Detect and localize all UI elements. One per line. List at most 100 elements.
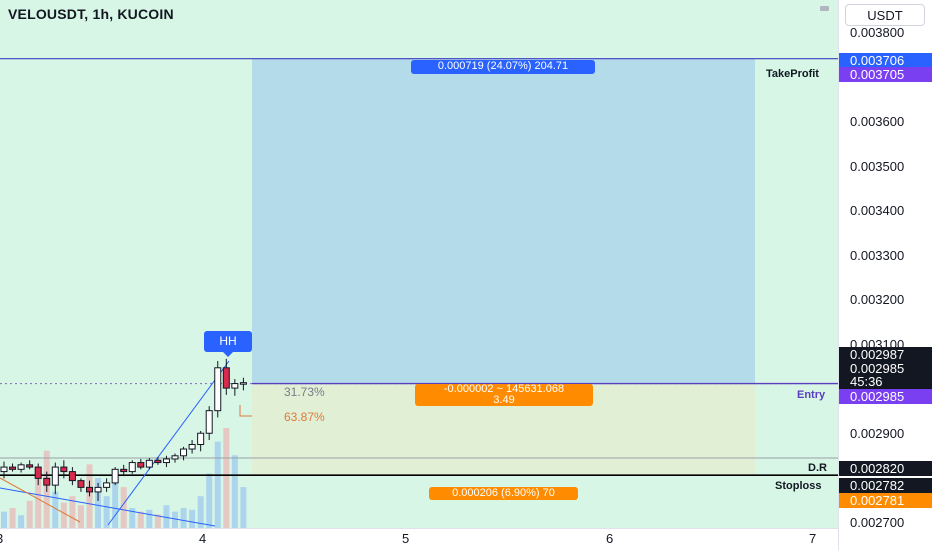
volume-bar [214, 441, 221, 528]
volume-bar [18, 515, 25, 528]
candle-body [231, 383, 239, 389]
entry-price-tag: 0.002985 [839, 389, 932, 404]
candle-body [111, 468, 119, 484]
x-tick-label: 7 [809, 531, 817, 546]
volume-bar [26, 500, 33, 528]
y-tick-label: 0.003200 [850, 292, 905, 307]
x-tick-label: 3 [0, 531, 3, 546]
candle-body [60, 466, 68, 473]
entry-pill-line2: 3.49 [493, 394, 515, 406]
volume-bar [9, 508, 16, 528]
y-tick-label: 0.003400 [850, 203, 905, 218]
candle-body [197, 432, 205, 446]
candle-body [128, 462, 136, 473]
takeprofit-line-label: TakeProfit [766, 68, 819, 80]
y-tick-label: 0.002700 [850, 515, 905, 530]
volume-bar [77, 505, 84, 528]
volume-bar [163, 505, 170, 528]
volume-bar [206, 473, 213, 528]
candle-body [51, 466, 59, 486]
volume-bar [60, 502, 67, 528]
blue-price-tag: 0.003706 [839, 53, 932, 68]
volume-bar [35, 473, 42, 528]
candle-body [214, 367, 222, 412]
current-price-tag: 0.002985 [839, 361, 932, 376]
price-axis[interactable]: USDT [838, 0, 932, 550]
fib-down-label: 63.87% [284, 410, 325, 424]
takeprofit-price-tag: 0.003705 [839, 67, 932, 82]
fib-line [0, 477, 81, 523]
profit-zone [252, 58, 755, 384]
target-pill: 0.000719 (24.07%) 204.71 [411, 60, 595, 74]
stop-pill: 0.000206 (6.90%) 70 [429, 487, 578, 500]
last-price-tag: 0.002987 [839, 347, 932, 362]
volume-bar [197, 496, 204, 528]
candle-body [180, 448, 188, 457]
volume-bar [180, 508, 187, 528]
chart-canvas[interactable] [0, 0, 838, 528]
candle-body [205, 410, 213, 434]
x-tick-label: 6 [606, 531, 614, 546]
candle-body [94, 486, 102, 493]
volume-bar [154, 514, 161, 528]
candle-body [17, 464, 25, 470]
volume-bar [240, 487, 247, 528]
candle-body [171, 455, 179, 460]
hh-pointer-icon [222, 351, 234, 357]
candle-body [68, 471, 76, 482]
chart-title: VELOUSDT, 1h, KUCOIN [8, 6, 174, 22]
scale-grip-icon[interactable] [820, 6, 829, 11]
orange-price-tag: 0.002781 [839, 493, 932, 508]
volume-bar [172, 511, 178, 528]
volume-bar [137, 511, 144, 528]
hh-pattern-label: HH [204, 331, 252, 352]
candle-body [145, 459, 153, 468]
candle-body [77, 480, 85, 488]
candle-body [162, 458, 170, 464]
volume-bar [95, 478, 102, 528]
entry-pill-line1: -0.000002 ~ 145631.068 [443, 383, 565, 395]
dr-price-tag: 0.002820 [839, 461, 932, 476]
stoploss-price-tag: 0.002782 [839, 478, 932, 493]
candle-body [103, 482, 111, 488]
candle-body [43, 477, 51, 486]
candle-body [34, 466, 42, 479]
candle-body [137, 462, 145, 468]
y-tick-label: 0.003500 [850, 159, 905, 174]
candle-body [154, 459, 162, 464]
candle-body [120, 468, 128, 473]
dr-line-label: D.R [808, 462, 827, 474]
volume-bar [69, 496, 76, 528]
countdown-tag: 45:36 [839, 374, 932, 389]
chart-plot-area[interactable]: VELOUSDT, 1h, KUCOIN HH 0.000719 (24.07%… [0, 0, 838, 528]
y-tick-label: 0.003600 [850, 114, 905, 129]
volume-bar [112, 468, 119, 528]
volume-bar [129, 508, 136, 528]
volume-bar [103, 496, 110, 528]
candle-body [26, 464, 34, 468]
fib-marker [239, 405, 252, 417]
candle-body [222, 367, 230, 389]
volume-bar [52, 491, 59, 528]
trend-line-up [107, 360, 230, 526]
volume-bar [223, 428, 230, 528]
entry-pill: -0.000002 ~ 145631.068 3.49 [415, 384, 593, 406]
entry-line-label: Entry [797, 389, 826, 401]
fib-up-label: 31.73% [284, 385, 325, 399]
y-tick-label: 0.003800 [850, 25, 905, 40]
candle-body [86, 486, 93, 493]
candle-body [188, 444, 196, 450]
volume-bar [120, 487, 127, 528]
y-tick-label: 0.002900 [850, 426, 905, 441]
volume-bar [189, 509, 196, 528]
trend-line-down [0, 487, 216, 527]
stoploss-line-label: Stoploss [775, 480, 822, 492]
volume-bar [1, 511, 7, 528]
time-axis[interactable] [0, 528, 838, 550]
candle-body [9, 466, 17, 470]
x-tick-label: 5 [402, 531, 410, 546]
y-tick-label: 0.003300 [850, 248, 905, 263]
x-tick-label: 4 [199, 531, 207, 546]
volume-bar [231, 455, 238, 528]
currency-button[interactable]: USDT [845, 4, 925, 26]
